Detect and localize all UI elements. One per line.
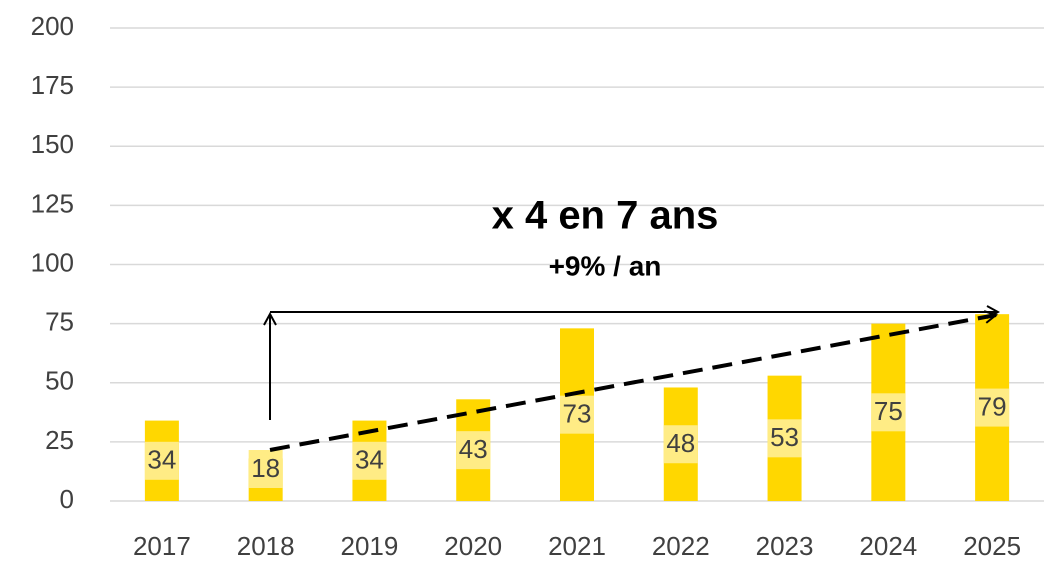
value-label: 34 — [355, 445, 384, 475]
x-tick-label: 2023 — [756, 531, 814, 561]
y-tick-label: 25 — [45, 425, 74, 455]
value-label-bg — [767, 419, 802, 458]
plot: 0 25 50 75 100 125 150 175 200 2017 34 2018 18 2019 34… — [31, 11, 1044, 561]
value-label-bg — [663, 425, 698, 464]
y-tick-label: 200 — [31, 11, 74, 41]
y-tick-label: 0 — [60, 484, 74, 514]
value-label-bg — [456, 431, 491, 470]
value-label: 34 — [147, 445, 176, 475]
x-tick-label: 2019 — [341, 531, 399, 561]
y-tick-label: 75 — [45, 307, 74, 337]
annotation: x 4 en 7 ans — [492, 194, 719, 238]
value-label-bg — [144, 441, 179, 480]
value-label: 18 — [251, 453, 280, 483]
y-tick-label: 150 — [31, 129, 74, 159]
y-tick-label: 50 — [45, 366, 74, 396]
annotation: +9% / an — [549, 250, 662, 281]
value-label-bg — [352, 441, 387, 480]
value-label: 43 — [459, 434, 488, 464]
value-label: 75 — [874, 396, 903, 426]
value-label-bg — [871, 393, 906, 432]
value-label: 79 — [978, 391, 1007, 421]
value-label-bg — [248, 450, 283, 488]
x-tick-label: 2025 — [963, 531, 1021, 561]
y-tick-label: 100 — [31, 247, 74, 277]
y-tick-label: 125 — [31, 188, 74, 218]
x-tick-label: 2021 — [548, 531, 606, 561]
x-tick-label: 2017 — [133, 531, 191, 561]
value-label-bg — [975, 388, 1010, 427]
y-tick-label: 175 — [31, 70, 74, 100]
value-label-bg — [560, 395, 594, 434]
x-tick-label: 2022 — [652, 531, 710, 561]
x-tick-label: 2018 — [237, 531, 295, 561]
value-label: 73 — [563, 399, 592, 429]
trend-line — [269, 315, 996, 452]
x-tick-label: 2024 — [859, 531, 917, 561]
value-label: 53 — [770, 422, 799, 452]
value-label: 48 — [666, 428, 695, 458]
x-tick-label: 2020 — [444, 531, 502, 561]
